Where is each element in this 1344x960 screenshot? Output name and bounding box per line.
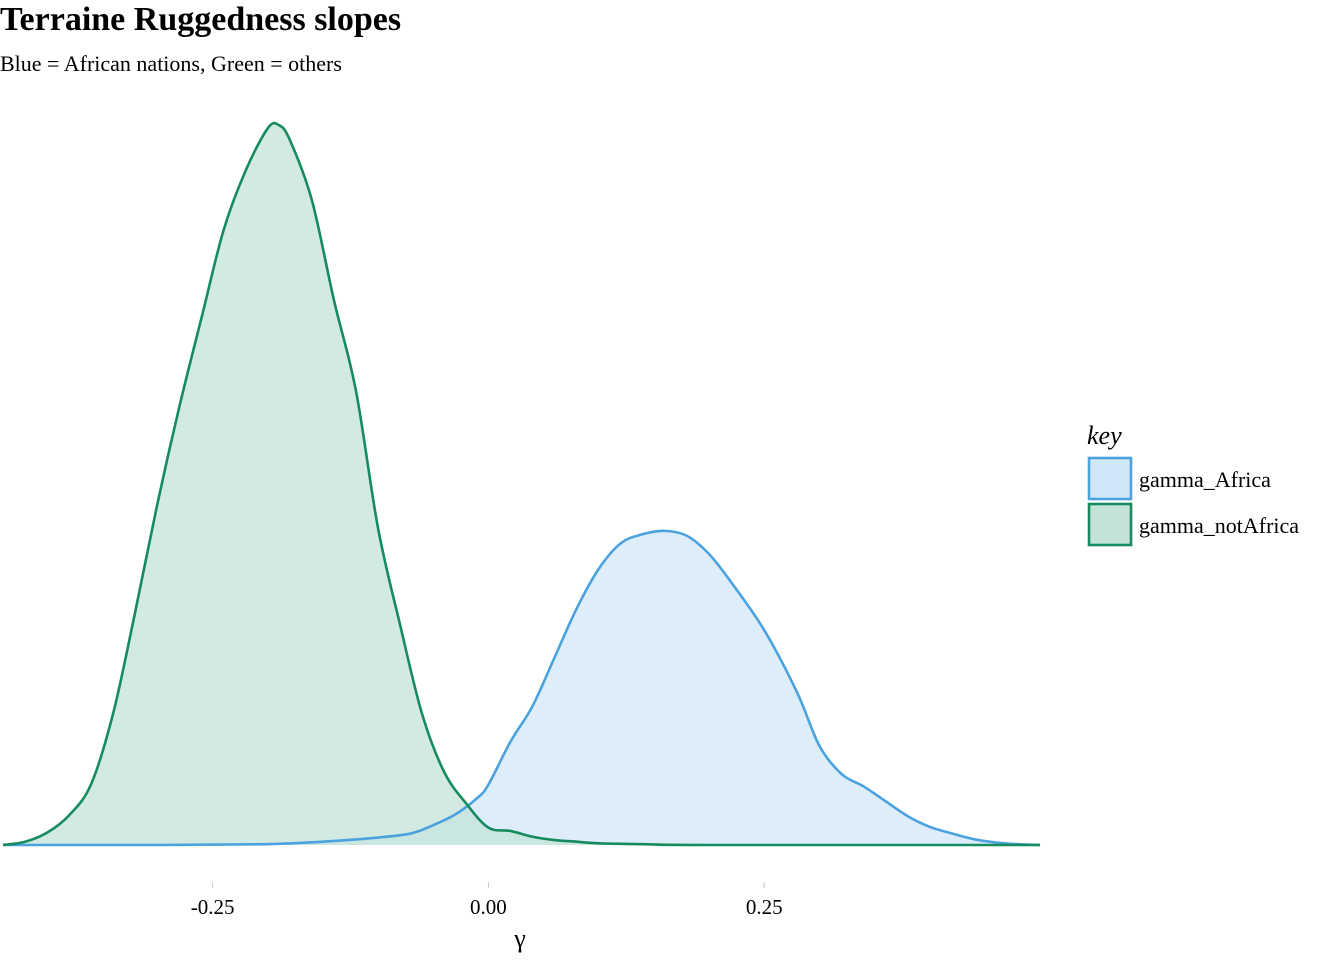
legend: key gamma_Africa gamma_notAfrica bbox=[1087, 421, 1299, 547]
legend-label-gamma_notAfrica: gamma_notAfrica bbox=[1139, 513, 1299, 538]
density-fill-gamma_Africa bbox=[3, 530, 1040, 845]
chart-subtitle: Blue = African nations, Green = others bbox=[0, 51, 342, 76]
x-axis-title: γ bbox=[513, 924, 526, 953]
chart-title: Terraine Ruggedness slopes bbox=[0, 1, 402, 38]
density-line-gamma_notAfrica bbox=[2, 121, 1040, 847]
density-fill-gamma_notAfrica bbox=[3, 123, 1040, 846]
plot-area bbox=[2, 121, 1041, 847]
x-axis: -0.25 0.00 0.25 bbox=[191, 882, 783, 919]
legend-label-gamma_Africa: gamma_Africa bbox=[1139, 467, 1271, 492]
legend-title: key bbox=[1087, 421, 1122, 450]
x-tick-label: -0.25 bbox=[191, 895, 235, 919]
x-tick-label: 0.00 bbox=[470, 895, 507, 919]
legend-key-gamma_notAfrica bbox=[1087, 502, 1133, 547]
density-line-gamma_Africa bbox=[2, 529, 1041, 847]
legend-key-gamma_Africa bbox=[1087, 456, 1133, 501]
x-tick-label: 0.25 bbox=[746, 895, 783, 919]
